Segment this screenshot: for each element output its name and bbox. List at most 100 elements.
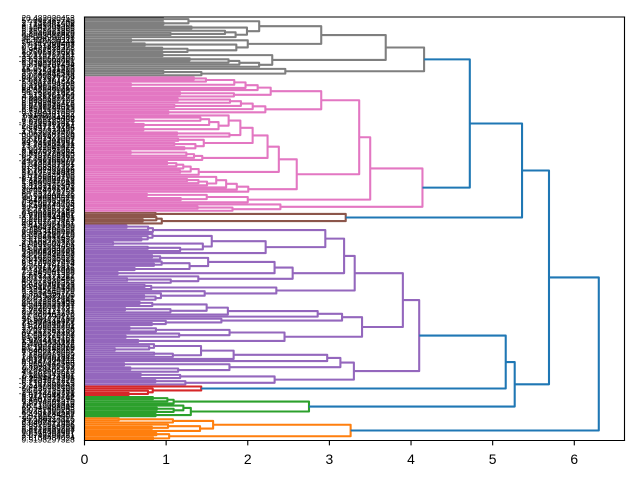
svg-text:22.379591978: 22.379591978: [22, 62, 76, 72]
svg-text:91.289919701: 91.289919701: [22, 320, 76, 330]
svg-text:32.052290215: 32.052290215: [22, 312, 76, 322]
svg-text:81.104429366: 81.104429366: [22, 163, 76, 173]
svg-text:89.982155161: 89.982155161: [22, 333, 76, 343]
svg-text:3.5498913555: 3.5498913555: [22, 202, 76, 212]
svg-text:4.5115750767: 4.5115750767: [22, 91, 75, 101]
svg-text:8.0485480259: 8.0485480259: [22, 83, 76, 93]
svg-text:1.9754357692: 1.9754357692: [22, 335, 76, 345]
svg-text:1.2829084469: 1.2829084469: [22, 113, 76, 123]
svg-text:1.4860947063: 1.4860947063: [22, 176, 76, 186]
svg-text:24.653794662: 24.653794662: [22, 136, 76, 146]
svg-text:2.7904368739: 2.7904368739: [22, 223, 76, 233]
svg-text:-2.7708814861: -2.7708814861: [19, 210, 75, 220]
svg-text:0.3568587722: 0.3568587722: [22, 161, 76, 171]
svg-text:9.2670566720: 9.2670566720: [22, 365, 76, 375]
svg-text:-9.2554874295: -9.2554874295: [19, 373, 75, 383]
svg-text:82.382668376: 82.382668376: [22, 153, 76, 163]
svg-text:-7.6523367772: -7.6523367772: [19, 74, 75, 84]
svg-text:5.9174123287: 5.9174123287: [22, 271, 76, 281]
svg-text:5.8726539893: 5.8726539893: [22, 424, 76, 434]
svg-text:0.8964802882: 0.8964802882: [22, 208, 76, 218]
svg-text:20.355993597: 20.355993597: [22, 428, 76, 438]
svg-text:74.023733788: 74.023733788: [22, 386, 76, 396]
svg-text:8.4543635908: 8.4543635908: [22, 297, 76, 307]
svg-text:-5.7107858255: -5.7107858255: [19, 377, 75, 387]
svg-text:9.4429321600: 9.4429321600: [22, 221, 76, 231]
svg-text:6.8776677253: 6.8776677253: [22, 257, 76, 267]
svg-text:-2.0765525007: -2.0765525007: [19, 411, 75, 421]
svg-text:95.186217115: 95.186217115: [22, 413, 75, 423]
svg-text:0.1921147597: 0.1921147597: [22, 362, 75, 372]
svg-text:8.0080996434: 8.0080996434: [22, 70, 76, 80]
svg-text:73.783809322: 73.783809322: [22, 140, 76, 150]
svg-text:0.7681817278: 0.7681817278: [22, 375, 76, 385]
svg-text:69.540486045: 69.540486045: [22, 403, 76, 413]
svg-text:36.362243169: 36.362243169: [22, 326, 76, 336]
svg-text:56.962271622: 56.962271622: [22, 87, 76, 97]
svg-text:69.953111584: 69.953111584: [23, 110, 75, 120]
svg-text:-4.6620742405: -4.6620742405: [19, 127, 75, 137]
svg-text:8.1543998358: 8.1543998358: [22, 22, 76, 32]
svg-text:-3.5059365070: -3.5059365070: [19, 155, 75, 165]
svg-text:0.9100794433: 0.9100794433: [22, 197, 76, 207]
svg-text:20.482020453: 20.482020453: [22, 13, 76, 23]
svg-text:9.0247399144: 9.0247399144: [22, 356, 76, 366]
svg-text:0.6068687678: 0.6068687678: [22, 94, 76, 104]
svg-text:-8.0725004681: -8.0725004681: [19, 55, 75, 65]
svg-text:-3.4374462771: -3.4374462771: [19, 388, 75, 398]
svg-text:5.4317296463: 5.4317296463: [22, 38, 76, 48]
svg-text:7.8718621816: 7.8718621816: [22, 398, 76, 408]
svg-text:8.7006875691: 8.7006875691: [22, 47, 76, 57]
svg-text:9.4026443782: 9.4026443782: [22, 307, 76, 317]
svg-text:8.7959728757: 8.7959728757: [22, 187, 76, 197]
svg-text:2.6980391844: 2.6980391844: [22, 352, 76, 362]
svg-text:0.3422424378: 0.3422424378: [22, 43, 76, 53]
svg-text:0.9026681526: 0.9026681526: [22, 130, 76, 140]
svg-text:2.3514556265: 2.3514556265: [22, 288, 76, 298]
svg-text:9.5094605310: 9.5094605310: [22, 396, 76, 406]
svg-text:57.042389745: 57.042389745: [22, 15, 76, 25]
svg-text:79.479619662: 79.479619662: [22, 195, 76, 205]
svg-text:27.151884567: 27.151884567: [22, 41, 76, 51]
svg-text:8.2538744794: 8.2538744794: [22, 199, 76, 209]
svg-text:27.306163479: 27.306163479: [22, 310, 76, 320]
svg-text:3.7742412548: 3.7742412548: [22, 68, 76, 78]
svg-text:-9.7302139550: -9.7302139550: [19, 106, 75, 116]
svg-text:5: 5: [489, 451, 497, 467]
svg-text:6.7558023858: 6.7558023858: [22, 26, 76, 36]
svg-text:-6.5297004306: -6.5297004306: [19, 240, 75, 250]
svg-text:9.8808388605: 9.8808388605: [22, 246, 76, 256]
svg-text:2.8152727526: 2.8152727526: [22, 235, 76, 245]
svg-text:2.7017582136: 2.7017582136: [22, 324, 76, 334]
svg-text:93.467227912: 93.467227912: [22, 418, 76, 428]
svg-text:33.155418927: 33.155418927: [22, 233, 76, 243]
svg-text:3.1245081988: 3.1245081988: [22, 267, 76, 277]
svg-text:0.8470970984: 0.8470970984: [22, 146, 76, 156]
svg-text:1.4130834072: 1.4130834072: [22, 125, 76, 135]
svg-text:80.633446436: 80.633446436: [22, 189, 76, 199]
svg-text:3: 3: [326, 451, 334, 467]
svg-text:2.6608390777: 2.6608390777: [22, 238, 76, 248]
svg-text:9.5198297328: 9.5198297328: [22, 434, 76, 444]
svg-text:13.217852743: 13.217852743: [22, 204, 76, 214]
svg-text:0.1202733813: 0.1202733813: [22, 214, 76, 224]
svg-text:3.6499761633: 3.6499761633: [22, 280, 76, 290]
svg-text:0.8707677467: 0.8707677467: [22, 216, 76, 226]
svg-text:8.1395240580: 8.1395240580: [22, 284, 76, 294]
svg-text:68.327077109: 68.327077109: [22, 72, 76, 82]
svg-text:8.1075381100: 8.1075381100: [22, 290, 75, 300]
svg-text:8.3801994508: 8.3801994508: [22, 79, 76, 89]
svg-text:15.052331893: 15.052331893: [22, 64, 76, 74]
svg-text:2: 2: [244, 451, 252, 467]
svg-text:53.073034739: 53.073034739: [22, 244, 76, 254]
svg-text:8.9732012486: 8.9732012486: [22, 274, 76, 284]
svg-text:9.6740708434: 9.6740708434: [22, 60, 76, 70]
svg-text:7.1488646965: 7.1488646965: [22, 265, 76, 275]
svg-text:3.9147315742: 3.9147315742: [22, 392, 76, 402]
svg-text:3.0746406781: 3.0746406781: [22, 430, 76, 440]
svg-text:9.4803229822: 9.4803229822: [22, 339, 76, 349]
svg-text:1.0920972797: 1.0920972797: [22, 303, 76, 313]
svg-text:1.3687166512: 1.3687166512: [22, 261, 76, 271]
svg-text:6.2565123088: 6.2565123088: [22, 115, 76, 125]
svg-text:8.5707087914: 8.5707087914: [22, 259, 76, 269]
